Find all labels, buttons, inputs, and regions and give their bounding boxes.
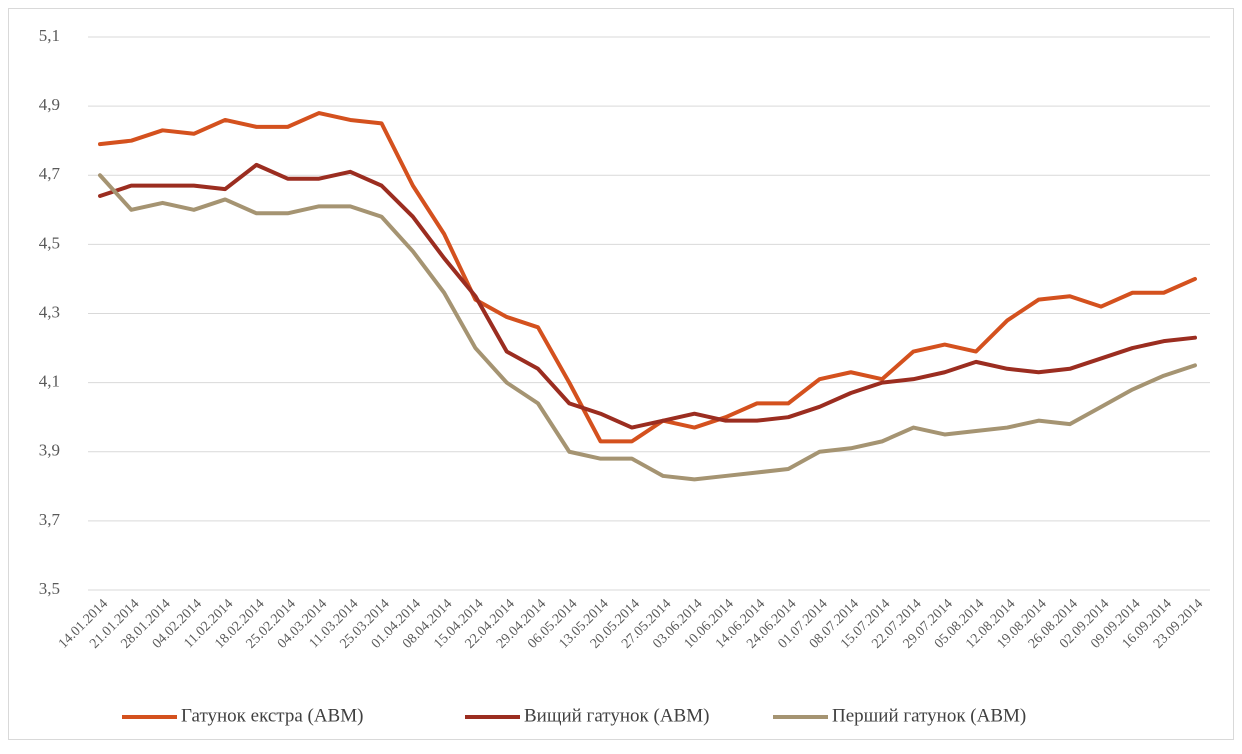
y-tick-label: 3,9: [39, 441, 60, 460]
y-tick-label: 4,7: [39, 164, 61, 183]
y-tick-label: 4,9: [39, 95, 60, 114]
series-line: [98, 162, 1197, 430]
legend-label: Вищий гатунок (АВМ): [524, 705, 709, 726]
chart-border: [8, 8, 1234, 740]
y-tick-label: 3,7: [39, 510, 61, 529]
y-tick-label: 4,5: [39, 233, 60, 252]
y-tick-label: 5,1: [39, 26, 60, 45]
series-line: [98, 173, 1197, 482]
series-line: [98, 111, 1197, 444]
y-tick-label: 4,3: [39, 302, 60, 321]
y-tick-label: 4,1: [39, 372, 60, 391]
legend-label: Перший гатунок (АВМ): [832, 705, 1026, 726]
legend-label: Гатунок екстра (АВМ): [181, 705, 363, 726]
y-tick-label: 3,5: [39, 579, 60, 598]
